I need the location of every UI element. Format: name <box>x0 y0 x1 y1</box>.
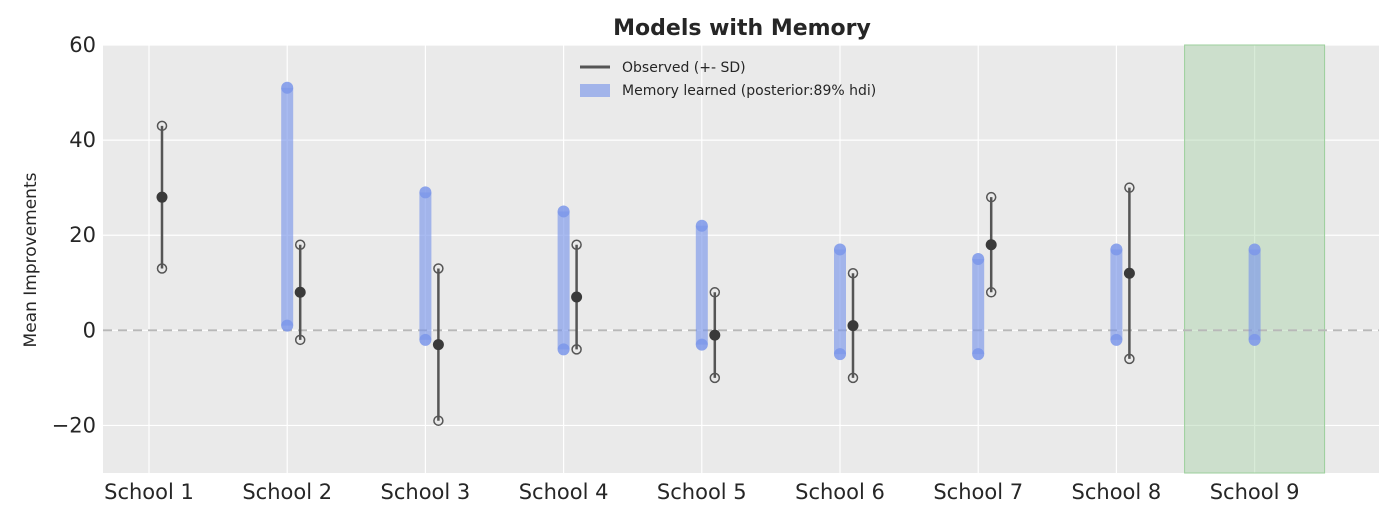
observed-sd-upper <box>1124 182 1135 193</box>
observed-sd-lower <box>1124 353 1135 365</box>
memory-interval-top <box>834 243 846 256</box>
memory-interval-bottom <box>557 343 570 356</box>
y-tick-label: 40 <box>69 128 96 152</box>
observed-sd-upper <box>709 287 721 298</box>
memory-interval-bottom <box>419 333 432 346</box>
x-tick-label: School 4 <box>519 480 609 504</box>
memory-interval-bar <box>1110 249 1123 340</box>
observed-mean-point <box>847 320 859 332</box>
memory-interval-top <box>419 186 432 199</box>
memory-interval-bar <box>557 211 570 350</box>
observed-mean-point <box>571 291 583 303</box>
x-axis-ticks: School 1 School 2 School 3 School 4 School 5… <box>104 480 1299 504</box>
memory-interval-bar <box>972 259 985 355</box>
memory-interval-top <box>972 253 985 265</box>
y-tick-label: 20 <box>69 223 96 247</box>
observed-sd-upper <box>433 263 444 274</box>
y-axis-ticks: 60 40 20 0 −20 <box>52 33 96 437</box>
memory-interval-bottom <box>695 338 708 351</box>
plot-background <box>103 45 1379 473</box>
memory-interval-bottom <box>281 319 294 332</box>
x-tick-label: School 1 <box>104 480 194 504</box>
memory-interval-top <box>695 219 708 232</box>
x-tick-label: School 6 <box>795 480 885 504</box>
memory-series <box>281 81 1261 361</box>
observed-sd-lower <box>571 344 582 355</box>
memory-interval-bar <box>281 87 294 326</box>
memory-interval-top <box>281 81 294 94</box>
legend-memory-swatch <box>580 84 610 97</box>
observed-sd-lower <box>709 372 721 384</box>
observed-sd-upper <box>847 268 859 279</box>
observed-mean-point <box>432 339 444 351</box>
x-tick-label: School 5 <box>657 480 747 504</box>
observed-sd-lower <box>433 415 444 426</box>
observed-mean-point <box>985 239 997 251</box>
observed-sd-lower <box>985 287 997 298</box>
observed-mean-point <box>709 329 721 341</box>
x-tick-label: School 9 <box>1210 480 1300 504</box>
observed-sd-lower <box>156 263 168 274</box>
memory-interval-top <box>557 205 570 218</box>
x-tick-label: School 2 <box>242 480 332 504</box>
observed-mean-point <box>294 286 306 298</box>
y-axis-label: Mean Improvements <box>21 172 41 347</box>
memory-interval-bottom <box>1110 333 1123 346</box>
chart-title: Models with Memory <box>613 16 871 41</box>
observed-sd-upper <box>571 239 582 250</box>
observed-sd-upper <box>985 191 997 203</box>
observed-sd-upper <box>156 120 168 132</box>
memory-interval-bar <box>695 225 708 345</box>
observed-sd-lower <box>294 334 306 346</box>
memory-interval-bar <box>1248 249 1261 340</box>
x-tick-label: School 7 <box>933 480 1023 504</box>
memory-interval-bar <box>834 249 846 355</box>
legend: Observed (+- SD) Memory learned (posteri… <box>580 60 876 99</box>
observed-mean-point <box>156 191 168 203</box>
observed-sd-upper <box>294 239 306 250</box>
observed-series <box>156 120 1135 426</box>
y-tick-label: 60 <box>69 33 96 57</box>
observed-sd-lower <box>847 372 859 384</box>
memory-interval-bottom <box>834 348 846 361</box>
y-tick-label: 0 <box>83 318 96 342</box>
memory-interval-bottom <box>972 348 985 361</box>
memory-interval-top <box>1248 243 1261 256</box>
legend-memory-label: Memory learned (posterior:89% hdi) <box>622 83 876 99</box>
x-tick-label: School 3 <box>381 480 471 504</box>
y-tick-label: −20 <box>52 413 96 437</box>
legend-observed-label: Observed (+- SD) <box>622 60 746 76</box>
memory-interval-bar <box>419 192 432 340</box>
x-tick-label: School 8 <box>1072 480 1162 504</box>
memory-interval-bottom <box>1248 333 1261 346</box>
memory-interval-top <box>1110 243 1123 256</box>
observed-mean-point <box>1123 267 1135 279</box>
